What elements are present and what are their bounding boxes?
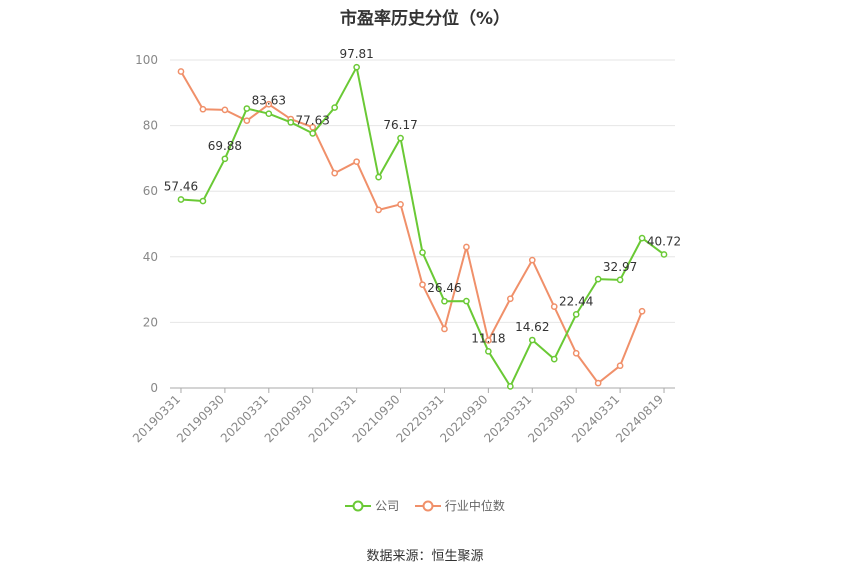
data-label: 57.46 xyxy=(164,180,198,194)
legend-industry-marker-icon xyxy=(414,500,441,511)
industry-point xyxy=(419,281,426,289)
y-tick-label: 100 xyxy=(135,53,158,67)
company-point xyxy=(243,105,251,112)
company-point xyxy=(265,110,273,118)
company-point xyxy=(550,355,558,363)
industry-point xyxy=(375,206,382,214)
data-label: 77.63 xyxy=(296,113,330,127)
legend: 公司 行业中位数 xyxy=(0,497,850,515)
data-label: 40.72 xyxy=(647,234,681,248)
company-point xyxy=(485,347,492,355)
company-point xyxy=(441,297,448,305)
x-tick-label: 20240819 xyxy=(613,392,666,445)
company-point xyxy=(375,173,382,181)
company-point xyxy=(660,251,668,258)
company-point xyxy=(594,275,602,283)
industry-point xyxy=(397,200,404,208)
y-tick-label: 60 xyxy=(143,184,158,198)
data-label: 22.44 xyxy=(559,294,593,308)
source-note: 数据来源：恒生聚源 xyxy=(366,549,484,564)
legend-label-company: 公司 xyxy=(375,499,400,513)
company-point xyxy=(419,249,426,256)
legend-item-industry[interactable]: 行业中位数 xyxy=(414,497,505,514)
industry-point xyxy=(594,379,602,387)
axes: 0204060801002019033120190930202003312020… xyxy=(130,53,675,445)
company-point xyxy=(177,196,185,203)
company-point xyxy=(331,104,339,111)
y-tick-label: 80 xyxy=(143,119,158,133)
chart-title: 市盈率历史分位（%） xyxy=(339,9,511,29)
company-point xyxy=(572,311,580,318)
industry-point xyxy=(331,169,339,177)
industry-point xyxy=(638,307,646,315)
industry-point xyxy=(243,117,251,125)
industry-point xyxy=(572,349,580,357)
industry-point xyxy=(463,243,470,251)
legend-label-industry: 行业中位数 xyxy=(444,499,505,513)
y-tick-label: 0 xyxy=(150,381,158,395)
data-label: 83.63 xyxy=(252,94,286,108)
data-labels: 57.46 69.88 83.63 77.63 97.81 76.17 26.46 11.18… xyxy=(164,47,681,345)
company-point xyxy=(463,297,470,305)
industry-point xyxy=(199,105,207,113)
industry-point xyxy=(616,362,624,370)
data-label: 11.18 xyxy=(471,331,505,345)
data-label: 69.88 xyxy=(208,139,242,153)
data-label: 76.17 xyxy=(383,118,417,132)
industry-point xyxy=(441,325,448,333)
company-point xyxy=(528,336,536,344)
y-tick-label: 20 xyxy=(143,315,158,329)
industry-point xyxy=(550,303,558,311)
company-point xyxy=(199,197,207,205)
data-label: 97.81 xyxy=(339,47,373,61)
industry-point xyxy=(177,68,185,75)
company-point xyxy=(616,276,624,284)
company-point xyxy=(397,134,404,142)
industry-point xyxy=(485,337,492,344)
company-point xyxy=(309,130,317,137)
series-line-industry xyxy=(180,70,643,385)
gridlines xyxy=(170,59,675,323)
company-point xyxy=(221,155,229,163)
industry-point xyxy=(506,295,514,303)
company-point xyxy=(287,118,295,126)
data-label: 32.97 xyxy=(603,260,637,274)
industry-point xyxy=(353,158,360,166)
industry-point xyxy=(265,100,273,108)
data-label: 14.62 xyxy=(515,320,549,334)
industry-point xyxy=(221,106,229,114)
industry-point xyxy=(528,256,536,264)
company-point xyxy=(353,63,360,71)
company-point xyxy=(638,234,646,242)
legend-item-company[interactable]: 公司 xyxy=(345,497,399,514)
company-point xyxy=(506,383,514,390)
y-tick-label: 40 xyxy=(143,250,158,264)
industry-point xyxy=(309,123,317,131)
series-lines xyxy=(177,63,668,390)
data-label: 26.46 xyxy=(427,281,461,295)
legend-company-marker-icon xyxy=(345,500,372,511)
